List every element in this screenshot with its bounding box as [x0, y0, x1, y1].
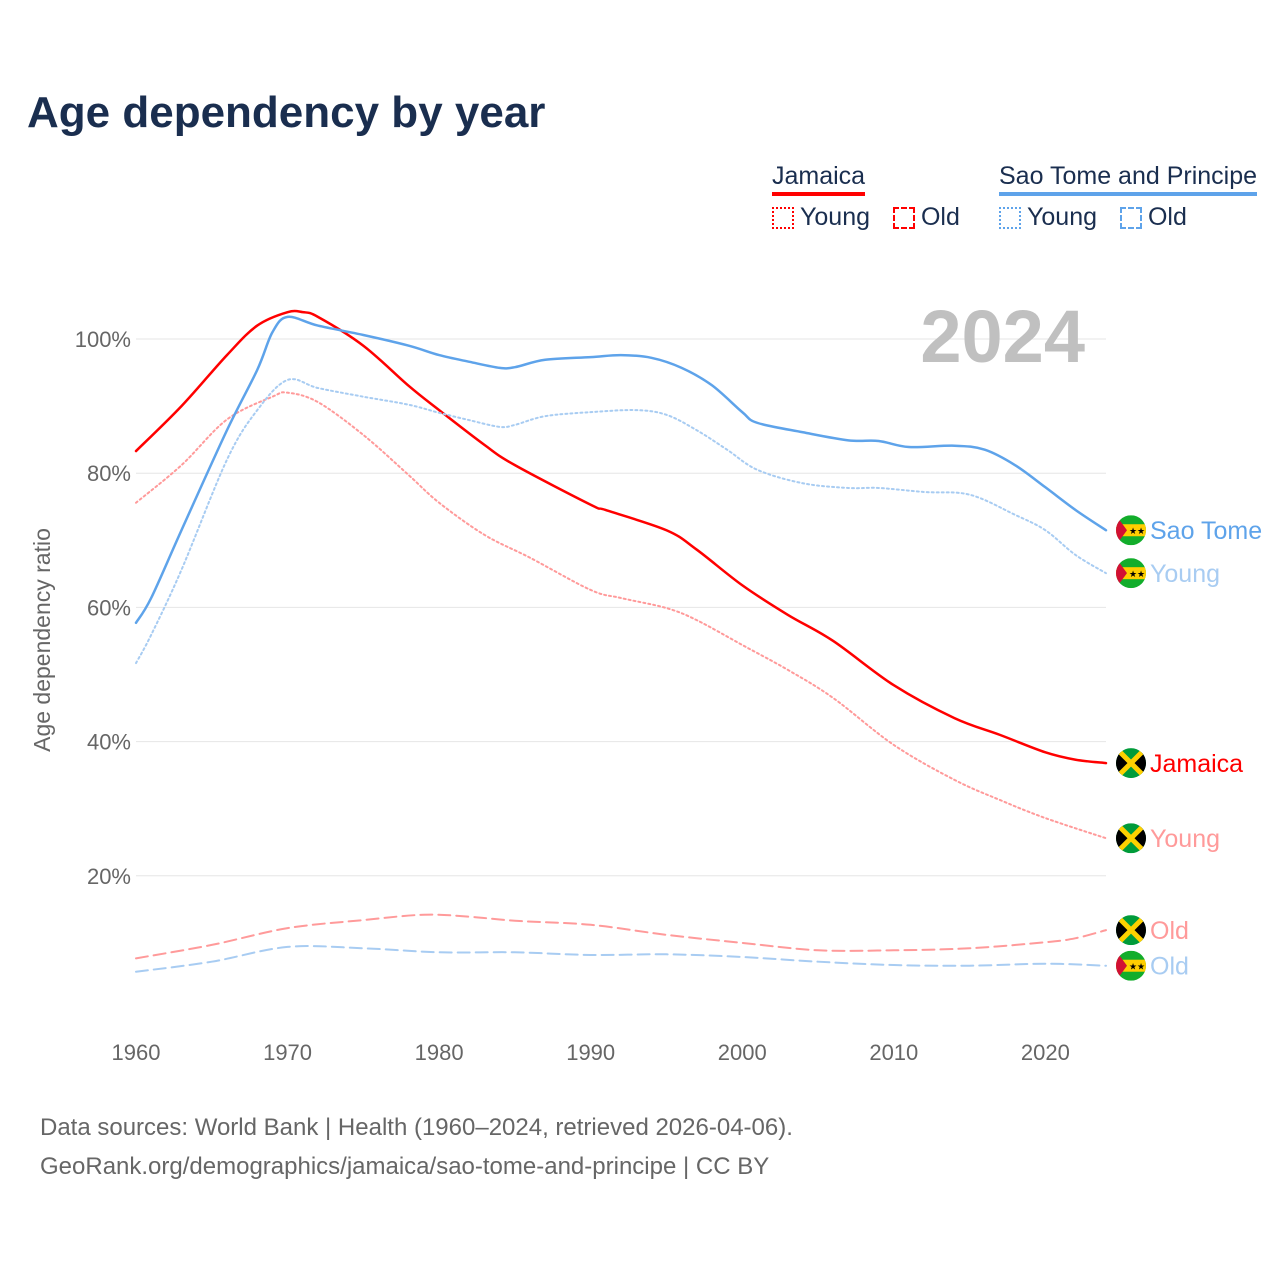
x-tick-label: 1960 [112, 1040, 161, 1065]
sao-tome-flag-icon: ★★ [1116, 950, 1146, 981]
legend-jamaica-title[interactable]: Jamaica [772, 162, 866, 196]
series-line-jamaica-old [135, 913, 1107, 960]
sao-tome-flag-icon: ★★ [1116, 515, 1146, 546]
source-line-2[interactable]: GeoRank.org/demographics/jamaica/sao-tom… [40, 1153, 770, 1180]
end-label: Old [1150, 917, 1189, 945]
svg-text:★★: ★★ [1129, 526, 1145, 536]
x-tick-label: 2010 [869, 1040, 918, 1065]
x-tick-label: 1990 [566, 1040, 615, 1065]
legend-jamaica-old[interactable]: Old [892, 203, 960, 232]
x-tick-label: 2020 [1021, 1040, 1070, 1065]
series-line-sao-tome-and-principe-young [135, 378, 1107, 665]
legend-sao-tome-young[interactable]: Young [999, 203, 1097, 232]
y-tick-label: 40% [87, 730, 131, 755]
y-tick-label: 20% [87, 864, 131, 889]
year-watermark: 2024 [920, 295, 1085, 378]
source-note: Data sources: World Bank | Health (1960–… [40, 1108, 793, 1186]
end-label: Old [1150, 953, 1189, 981]
legend-jamaica-young[interactable]: Young [772, 203, 870, 232]
end-label: Jamaica [1150, 750, 1243, 778]
jamaica-flag-icon [1116, 823, 1146, 854]
chart-title: Age dependency by year [27, 88, 546, 137]
y-tick-label: 100% [75, 327, 131, 352]
legend-label: Old [920, 203, 960, 231]
sao-tome-flag-icon: ★★ [1116, 558, 1146, 589]
series-line-sao-tome-and-principe-old [135, 945, 1107, 973]
x-tick-label: 1980 [415, 1040, 464, 1065]
end-label: Young [1150, 560, 1220, 588]
source-line-1: Data sources: World Bank | Health (1960–… [40, 1114, 793, 1141]
y-axis-label: Age dependency ratio [29, 528, 55, 752]
legend-label: Young [1027, 203, 1097, 231]
legend-label: Old [1147, 203, 1187, 231]
legend-sao-tome-old[interactable]: Old [1119, 203, 1187, 232]
series-line-jamaica [134, 309, 1108, 765]
dashed-swatch-icon [892, 206, 915, 229]
legend-sao-tome: Sao Tome and Principe Young Old [999, 162, 1258, 236]
legend-sao-tome-title[interactable]: Sao Tome and Principe [999, 162, 1258, 196]
svg-text:★★: ★★ [1129, 569, 1145, 579]
y-tick-label: 80% [87, 461, 131, 486]
end-label: Sao Tome [1150, 517, 1262, 545]
legend-jamaica: Jamaica Young Old [772, 162, 976, 236]
y-tick-label: 60% [87, 595, 131, 620]
series-line-sao-tome-and-principe [134, 315, 1108, 625]
dotted-swatch-icon [999, 206, 1021, 229]
x-tick-label: 1970 [263, 1040, 312, 1065]
end-label: Young [1150, 825, 1220, 853]
jamaica-flag-icon [1116, 915, 1146, 946]
legend-label: Young [800, 203, 870, 231]
x-tick-label: 2000 [718, 1040, 767, 1065]
series-line-jamaica-young [135, 391, 1107, 840]
svg-text:★★: ★★ [1129, 962, 1145, 972]
dotted-swatch-icon [772, 206, 794, 229]
jamaica-flag-icon [1116, 748, 1146, 779]
dashed-swatch-icon [1119, 206, 1142, 229]
